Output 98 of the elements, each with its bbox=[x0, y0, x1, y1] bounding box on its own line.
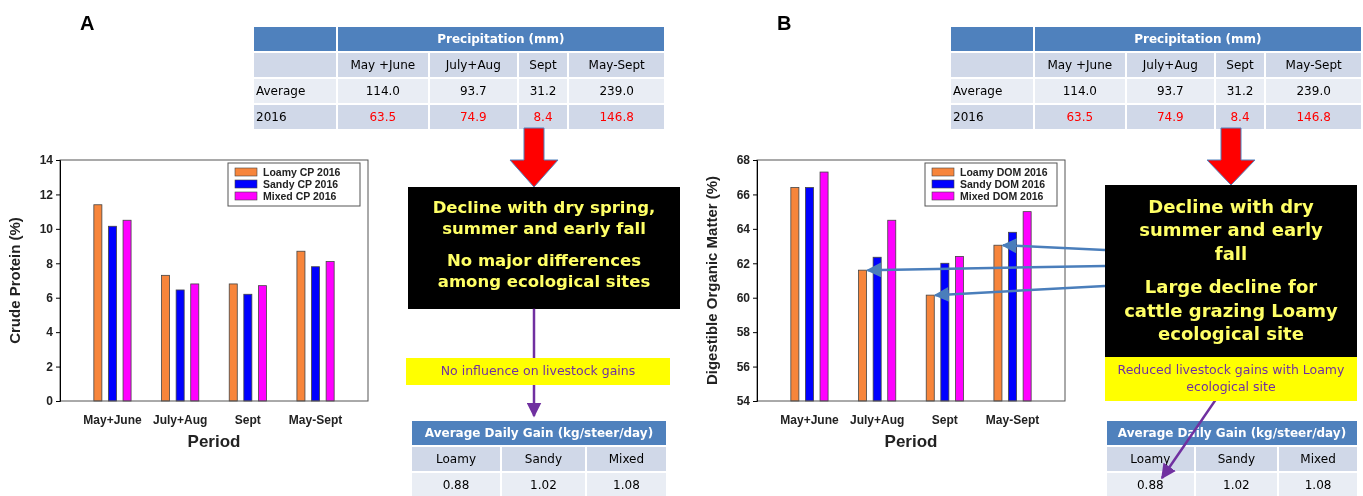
text: 93.7 bbox=[428, 78, 518, 104]
text: Average bbox=[253, 78, 337, 104]
legend-label: Mixed CP 2016 bbox=[263, 189, 337, 202]
x-tick-label: May+June bbox=[83, 412, 142, 427]
text: 93.7 bbox=[1125, 78, 1215, 104]
text: Sept bbox=[1214, 52, 1266, 78]
y-tick-label: 54 bbox=[736, 394, 751, 409]
y-tick-label: 12 bbox=[39, 187, 54, 202]
x-tick-label: July+Aug bbox=[849, 412, 905, 427]
x-tick-label: May+June bbox=[780, 412, 839, 427]
text: Average bbox=[950, 78, 1034, 104]
legend-label: Sandy DOM 2016 bbox=[960, 177, 1046, 190]
text: Loamy bbox=[411, 446, 502, 472]
y-axis-title: Digestible Organic Matter (%) bbox=[703, 175, 720, 386]
bar bbox=[161, 274, 170, 402]
text: 239.0 bbox=[1265, 78, 1362, 104]
text: Average Daily Gain (kg/steer/day) bbox=[1106, 420, 1358, 446]
y-tick-label: 60 bbox=[736, 291, 751, 306]
text: 74.9 bbox=[428, 104, 518, 130]
text: 2016 bbox=[253, 104, 337, 130]
text: 31.2 bbox=[1214, 78, 1266, 104]
text: 1.08 bbox=[585, 472, 667, 496]
text: 1.08 bbox=[1278, 472, 1358, 496]
text: Large decline for cattle grazing Loamy ecological site bbox=[1123, 275, 1339, 346]
text: 0.88 bbox=[411, 472, 502, 496]
text: 114.0 bbox=[1033, 78, 1126, 104]
y-tick-label: 8 bbox=[46, 256, 54, 271]
text: No influence on livestock gains bbox=[406, 358, 670, 385]
y-tick-label: 6 bbox=[46, 291, 54, 306]
text: Mixed bbox=[1278, 446, 1358, 472]
text: No major differences among ecological sites bbox=[436, 249, 652, 293]
y-tick-label: 58 bbox=[736, 325, 751, 340]
text: Average Daily Gain (kg/steer/day) bbox=[411, 420, 667, 446]
text: 63.5 bbox=[1033, 104, 1126, 130]
text: Precipitation (mm) bbox=[336, 26, 665, 52]
x-tick-label: Sept bbox=[931, 412, 958, 427]
x-tick-label: Sept bbox=[234, 412, 261, 427]
bar bbox=[175, 289, 185, 402]
text: July+Aug bbox=[428, 52, 518, 78]
legend-label: Loamy DOM 2016 bbox=[960, 165, 1048, 178]
text: Decline with dry summer and early fall bbox=[1138, 195, 1324, 266]
text: 63.5 bbox=[336, 104, 429, 130]
bar bbox=[311, 266, 320, 402]
y-tick-label: 68 bbox=[736, 153, 751, 168]
text: 2016 bbox=[950, 104, 1034, 130]
text: Loamy bbox=[1106, 446, 1195, 472]
text: 31.2 bbox=[517, 78, 569, 104]
bar bbox=[243, 293, 253, 402]
text: Sandy bbox=[501, 446, 586, 472]
y-tick-label: 64 bbox=[736, 222, 751, 237]
legend-label: Mixed DOM 2016 bbox=[960, 189, 1044, 202]
text: A bbox=[80, 12, 95, 34]
text: May +June bbox=[1033, 52, 1126, 78]
text: 146.8 bbox=[1265, 104, 1362, 130]
bar bbox=[228, 283, 238, 402]
legend-label: Sandy CP 2016 bbox=[263, 177, 339, 190]
text: 8.4 bbox=[517, 104, 569, 130]
bar bbox=[108, 225, 117, 402]
text: 239.0 bbox=[568, 78, 665, 104]
x-axis-title: Period bbox=[187, 432, 241, 451]
text: 0.88 bbox=[1106, 472, 1195, 496]
text: B bbox=[777, 12, 792, 34]
text: May-Sept bbox=[568, 52, 665, 78]
bar bbox=[296, 250, 306, 402]
bar bbox=[258, 285, 267, 402]
y-tick-label: 56 bbox=[736, 359, 751, 374]
y-tick-label: 0 bbox=[46, 394, 54, 409]
text: Precipitation (mm) bbox=[1033, 26, 1362, 52]
bar bbox=[325, 261, 335, 402]
y-tick-label: 10 bbox=[39, 222, 54, 237]
text: July+Aug bbox=[1125, 52, 1215, 78]
y-tick-label: 4 bbox=[46, 325, 54, 340]
text: Decline with dry spring, summer and early fall bbox=[431, 197, 657, 240]
text: Sandy bbox=[1194, 446, 1279, 472]
y-tick-label: 66 bbox=[736, 187, 751, 202]
text: 146.8 bbox=[568, 104, 665, 130]
y-tick-label: 62 bbox=[736, 256, 751, 271]
text: 1.02 bbox=[1194, 472, 1279, 496]
text: 114.0 bbox=[336, 78, 429, 104]
bar bbox=[93, 204, 103, 402]
text: 8.4 bbox=[1214, 104, 1266, 130]
y-tick-label: 2 bbox=[46, 359, 54, 374]
text: 1.02 bbox=[501, 472, 586, 496]
legend-label: Loamy CP 2016 bbox=[263, 165, 341, 178]
text: Reduced livestock gains with Loamy ecological site bbox=[1105, 357, 1357, 401]
bar bbox=[190, 283, 200, 402]
text: May-Sept bbox=[1265, 52, 1362, 78]
bar bbox=[122, 219, 132, 402]
text: Sept bbox=[517, 52, 569, 78]
text: 74.9 bbox=[1125, 104, 1215, 130]
y-tick-label: 14 bbox=[39, 153, 54, 168]
x-axis-title: Period bbox=[884, 432, 938, 451]
x-tick-label: July+Aug bbox=[152, 412, 208, 427]
y-axis-title: Crude Protein (%) bbox=[6, 217, 23, 344]
text: May +June bbox=[336, 52, 429, 78]
x-tick-label: May-Sept bbox=[985, 412, 1040, 427]
text: Mixed bbox=[585, 446, 667, 472]
x-tick-label: May-Sept bbox=[288, 412, 343, 427]
